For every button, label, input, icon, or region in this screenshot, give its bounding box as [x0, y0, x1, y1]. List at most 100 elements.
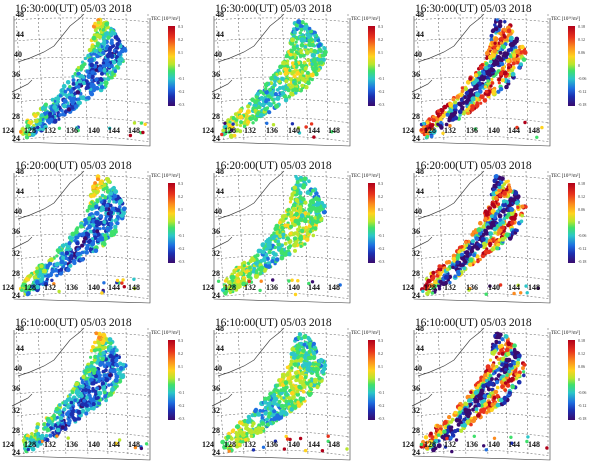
tec-observation-dot — [66, 436, 70, 440]
tec-observation-dot — [299, 27, 304, 32]
longitude-label: 140 — [288, 126, 300, 135]
tec-observation-dot — [82, 239, 86, 244]
tec-observation-dot — [82, 62, 87, 66]
tec-observation-dot — [307, 337, 312, 342]
tec-observation-dot — [302, 53, 306, 58]
tec-observation-dot — [75, 226, 80, 231]
tec-observation-dot — [39, 264, 44, 269]
tec-observation-dot — [297, 80, 301, 85]
tec-observation-dot — [231, 116, 236, 121]
tec-observation-dot — [75, 81, 79, 85]
tec-observation-dot — [280, 91, 286, 96]
tec-observation-dot — [90, 367, 95, 373]
tec-observation-dot — [105, 361, 109, 366]
tec-observation-dot — [115, 278, 120, 283]
longitude-gridline — [37, 170, 45, 300]
longitude-label: 140 — [88, 440, 100, 449]
tec-observation-dot — [304, 362, 310, 368]
colorbar-tick-label: 0.18 — [578, 181, 585, 186]
latitude-gridline — [214, 352, 351, 358]
tec-observation-dot — [132, 121, 137, 125]
tec-observation-dot — [55, 415, 60, 420]
tec-observation-dot — [301, 183, 307, 188]
tec-observation-dot — [306, 212, 311, 216]
tec-observation-dot — [32, 275, 37, 280]
latitude-label: 40 — [214, 364, 222, 373]
tec-observation-dot — [283, 71, 289, 76]
colorbar-tick-label: -0.2 — [178, 403, 185, 408]
tec-observation-dot — [303, 356, 307, 360]
tec-observation-dot — [33, 126, 37, 131]
colorbar-tick-label: -0.06 — [578, 233, 587, 238]
tec-observation-dot — [34, 429, 39, 433]
tec-observation-dot — [75, 251, 80, 257]
tec-observation-dot — [106, 35, 111, 40]
longitude-label: 132 — [44, 126, 56, 135]
colorbar-tick-label: -0.3 — [378, 102, 385, 107]
tec-observation-dot — [494, 195, 499, 201]
longitude-gridline — [481, 327, 489, 457]
tec-observation-dot — [296, 400, 300, 404]
tec-observation-dot — [474, 103, 480, 108]
tec-observation-dot — [306, 381, 310, 385]
tec-observation-dot — [36, 444, 40, 448]
tec-observation-dot — [268, 87, 272, 92]
tec-observation-dot — [496, 46, 500, 51]
tec-observation-dot — [299, 357, 304, 362]
tec-observation-dot — [498, 21, 502, 25]
tec-observation-dot — [254, 261, 259, 266]
tec-observation-dot — [300, 20, 305, 25]
tec-observation-dot — [55, 254, 59, 258]
tec-observation-dot — [506, 33, 511, 38]
tec-map-panel: 16:10:00(UT) 05/03 2018 TEC [10¹⁶/m²] 0.18… — [400, 314, 600, 471]
colorbar-tick-label: 0 — [578, 220, 580, 225]
tec-observation-dot — [263, 263, 268, 267]
tec-observation-dot — [231, 122, 235, 126]
tec-observation-dot — [57, 126, 62, 130]
tec-observation-dot — [225, 434, 231, 440]
colorbar-tick-label: 0.2 — [178, 351, 183, 356]
tec-observation-dot — [102, 385, 106, 390]
tec-observation-dot — [95, 41, 101, 46]
tec-observation-dot — [104, 377, 110, 383]
tec-observation-dot — [42, 268, 47, 274]
tec-observation-dot — [68, 396, 72, 400]
tec-observation-dot — [90, 237, 95, 241]
tec-observation-dot — [310, 73, 315, 78]
tec-observation-dot — [282, 447, 287, 451]
tec-observation-dot — [295, 44, 299, 48]
tec-observation-dot — [300, 363, 306, 368]
tec-observation-dot — [275, 224, 280, 229]
tec-observation-dot — [445, 267, 450, 272]
tec-observation-dot — [87, 372, 92, 377]
longitude-gridline — [215, 170, 225, 300]
latitude-label: 36 — [212, 384, 220, 393]
tec-observation-dot — [425, 134, 430, 139]
tec-observation-dot — [470, 232, 475, 237]
tec-observation-dot — [230, 128, 234, 132]
mainland-coastline — [211, 13, 285, 93]
tec-map-panel: 16:30:00(UT) 05/03 2018 TEC [10¹⁶/m²] 0.3 0… — [0, 0, 200, 157]
tec-observation-dot — [428, 283, 434, 288]
tec-observation-dot — [70, 93, 74, 97]
tec-colorbar — [168, 26, 175, 106]
tec-observation-dot — [460, 86, 464, 90]
tec-observation-dot — [504, 232, 510, 238]
tec-observation-dot — [58, 415, 64, 421]
colorbar-tick-label: 0.3 — [378, 24, 383, 29]
tec-observation-dot — [321, 368, 326, 373]
colorbar-tick-label: 0.3 — [378, 181, 383, 186]
tec-colorbar — [168, 340, 175, 420]
colorbar-tick-label: -0.3 — [378, 259, 385, 264]
tec-observation-dot — [306, 80, 311, 86]
tec-observation-dot — [473, 127, 478, 131]
tec-observation-dot — [310, 221, 315, 226]
tec-observation-dot — [497, 238, 502, 242]
tec-observation-dot — [303, 66, 308, 71]
tec-observation-dot — [40, 106, 46, 111]
tec-observation-dot — [502, 216, 506, 221]
tec-observation-dot — [76, 247, 80, 251]
tec-observation-dot — [431, 118, 436, 123]
tec-observation-dot — [82, 236, 88, 241]
tec-observation-dot — [235, 123, 239, 127]
